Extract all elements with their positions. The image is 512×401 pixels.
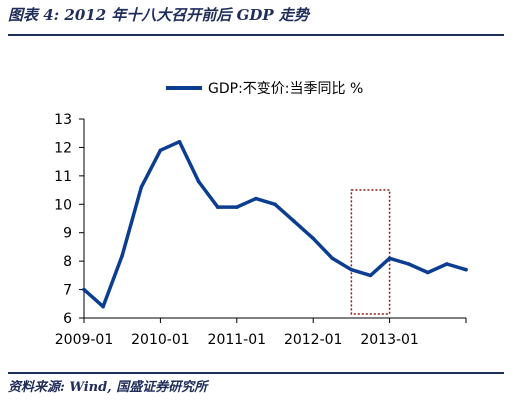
x-tick-label: 2011-01 (208, 332, 267, 348)
data-point (215, 205, 220, 209)
data-point (120, 253, 124, 258)
y-tick-label: 8 (63, 254, 72, 270)
data-point (196, 179, 201, 184)
x-tick-label: 2010-01 (131, 332, 190, 348)
y-tick-label: 13 (54, 112, 72, 128)
data-point (158, 148, 163, 153)
figure-title: 图表 4: 2012 年十八大召开前后 GDP 走势 (8, 6, 309, 24)
series-line-gdp (82, 139, 468, 309)
data-point (292, 219, 296, 224)
y-tick-label: 9 (63, 226, 72, 242)
data-point (368, 273, 373, 278)
y-tick-label: 6 (63, 311, 72, 327)
data-point (387, 256, 392, 261)
gdp-line-chart: GDP:不变价:当季同比 % 6 7 8 9 10 11 12 13 2009-01 2010-… (54, 81, 468, 348)
y-tick-label: 7 (63, 283, 72, 299)
legend: GDP:不变价:当季同比 % (166, 81, 363, 97)
data-point (82, 287, 86, 292)
x-axis-ticks: 2009-01 2010-01 2011-01 2012-01 2013-01 (55, 318, 467, 348)
data-point (406, 262, 411, 266)
y-tick-label: 12 (54, 140, 72, 156)
data-point (349, 267, 354, 272)
data-point (235, 205, 239, 209)
axes (83, 119, 466, 319)
x-tick-label: 2013-01 (360, 332, 419, 348)
data-point (101, 304, 105, 309)
x-tick-label: 2009-01 (55, 332, 114, 348)
figure-source: 资料来源: Wind, 国盛证券研究所 (8, 380, 208, 395)
data-point (254, 196, 258, 201)
data-point (445, 262, 449, 266)
y-tick-label: 11 (54, 169, 72, 185)
data-point (273, 202, 277, 207)
source-divider (8, 372, 504, 374)
data-point (426, 270, 430, 275)
x-tick-label: 2012-01 (284, 332, 343, 348)
data-points (82, 139, 468, 309)
data-point (311, 236, 316, 241)
y-axis-ticks: 6 7 8 9 10 11 12 13 (54, 112, 84, 327)
data-point (330, 256, 335, 261)
legend-label: GDP:不变价:当季同比 % (208, 81, 363, 97)
highlight-box (350, 189, 391, 315)
data-point (177, 139, 182, 144)
data-point (139, 185, 144, 190)
y-tick-label: 10 (54, 197, 72, 213)
title-divider (8, 34, 504, 36)
data-point (464, 267, 468, 272)
